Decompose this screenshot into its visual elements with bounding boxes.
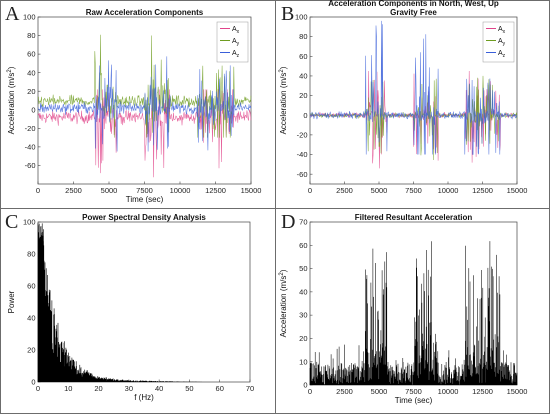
series-line-az [309,20,518,155]
y-tick-label: 10 [299,357,307,366]
legend-entry: Ax [498,26,506,35]
x-tick-label: 15000 [241,186,262,195]
panel-letter-c: C [5,211,19,233]
x-tick-label: 12500 [472,186,493,195]
x-tick-label: 60 [216,384,224,393]
y-tick-label: 40 [299,72,307,81]
x-tick-label: 0 [36,186,40,195]
y-axis-label: Acceleration (m/s2) [7,66,16,134]
x-tick-label: 2500 [336,186,353,195]
y-tick-label: -40 [297,150,308,159]
x-axis-label: Time (sec) [395,396,433,405]
x-tick-label: 0 [36,384,40,393]
y-tick-label: 80 [27,250,35,259]
panel-letter-b: B [281,3,295,25]
y-tick-label: 100 [295,13,308,22]
y-tick-label: 20 [299,91,307,100]
legend-entry: Ay [232,38,240,47]
y-tick-label: -60 [297,170,308,179]
panel-d-chart: 0 2500 5000 7500 10000 12500 15000 0 10 20 30 40 50 6… [279,213,527,405]
y-tick-label: 30 [299,311,307,320]
panel-letter-a: A [5,3,20,25]
series-line-ay [37,34,252,138]
series-line-ax [37,89,252,178]
x-tick-label: 5000 [371,186,388,195]
x-tick-label: 12500 [205,186,226,195]
x-tick-label: 50 [185,384,193,393]
x-tick-label: 7500 [136,186,153,195]
x-tick-label: 30 [125,384,133,393]
y-tick-label: 60 [299,52,307,61]
y-tick-label: 0 [31,378,35,387]
chart-title: Raw Acceleration Components [86,8,204,17]
y-tick-label: -60 [25,161,36,170]
y-tick-label: 20 [27,346,35,355]
x-tick-label: 10 [64,384,72,393]
y-tick-label: 40 [27,68,35,77]
chart-title: Filtered Resultant Acceleration [355,213,473,222]
x-axis-label: f (Hz) [134,393,154,402]
panel-letter-d: D [281,211,296,233]
y-tick-label: 80 [299,32,307,41]
x-tick-label: 70 [246,384,254,393]
x-tick-label: 0 [308,387,312,396]
y-tick-label: 0 [303,381,307,390]
x-tick-label: 12500 [472,387,493,396]
chart-subtitle: Gravity Free [390,8,437,17]
resultant-series [309,241,518,385]
y-tick-label: 20 [299,334,307,343]
legend-entry: Ay [498,38,506,47]
x-tick-label: 7500 [405,186,422,195]
psd-series [37,223,202,382]
x-tick-label: 15000 [507,186,528,195]
x-tick-label: 0 [308,186,312,195]
y-tick-label: -20 [297,130,308,139]
panel-a-chart: 0 2500 5000 7500 10000 12500 15000 -60 -40 -20 0 20… [7,8,261,204]
legend-entry: Ax [232,26,240,35]
y-tick-label: 50 [299,264,307,273]
x-tick-label: 10000 [170,186,191,195]
legend-entry: Az [232,50,240,59]
x-tick-label: 10000 [438,186,459,195]
y-tick-label: 70 [299,218,307,227]
plot-area [309,221,518,386]
y-tick-label: 60 [27,50,35,59]
y-tick-label: -40 [25,142,36,151]
x-tick-label: 5000 [101,186,118,195]
x-tick-label: 2500 [336,387,353,396]
y-axis-label: Acceleration (m/s2) [279,269,288,337]
y-tick-label: 0 [303,111,307,120]
x-axis-label: Time (sec) [126,195,164,204]
y-tick-label: 100 [23,218,36,227]
x-tick-label: 20 [94,384,102,393]
x-tick-label: 15000 [507,387,528,396]
chart-title: Power Spectral Density Analysis [82,213,206,222]
x-tick-label: 7500 [405,387,422,396]
panel-c-chart: 0 10 20 30 40 50 60 70 0 20 40 60 80 100 Power Spectra… [7,213,254,402]
y-tick-label: 20 [27,87,35,96]
chart-title: Acceleration Components in North, West, … [328,0,499,8]
panel-b-chart: 0 2500 5000 7500 10000 12500 15000 -60 -40 -20 0 20… [279,0,527,195]
y-tick-label: -20 [25,124,36,133]
y-tick-label: 0 [31,105,35,114]
legend-entry: Az [498,50,506,59]
y-tick-label: 100 [23,13,36,22]
x-tick-label: 10000 [438,387,459,396]
series-line-az [37,56,252,152]
y-tick-label: 40 [27,314,35,323]
x-tick-label: 40 [155,384,163,393]
y-axis-label: Power [7,290,16,313]
y-tick-label: 60 [27,282,35,291]
x-tick-label: 2500 [65,186,82,195]
y-axis-label: Acceleration (m/s2) [279,66,288,134]
y-tick-label: 40 [299,287,307,296]
y-tick-label: 80 [27,31,35,40]
legend: Ax Ay Az [482,21,515,63]
x-tick-label: 5000 [371,387,388,396]
legend: Ax Ay Az [216,21,249,63]
y-tick-label: 60 [299,241,307,250]
